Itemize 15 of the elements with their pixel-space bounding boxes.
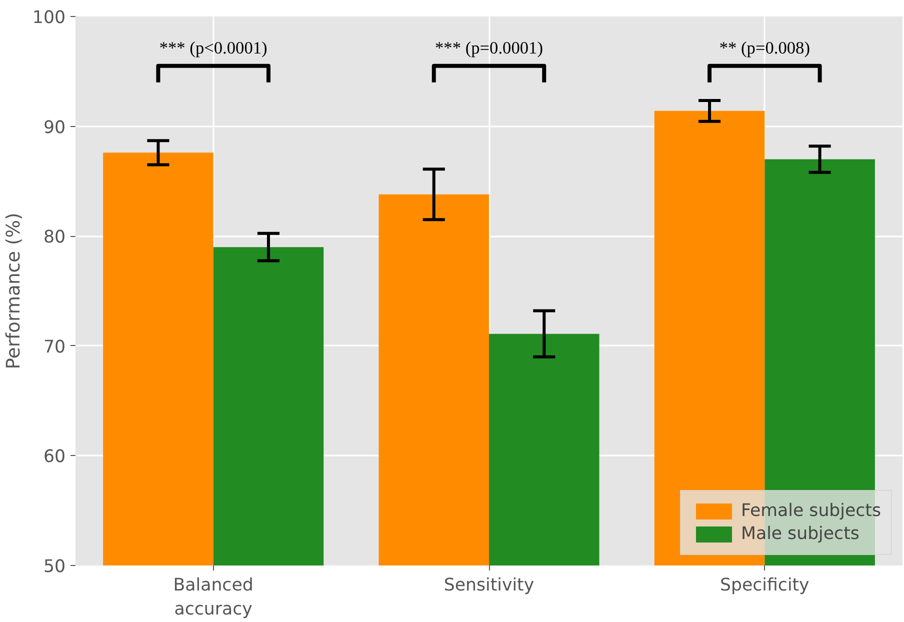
y-axis-title: Performance (%) xyxy=(3,212,24,370)
annotation: *** (p=0.0001) xyxy=(435,38,544,58)
annotation: *** (p<0.0001) xyxy=(159,38,268,58)
x-tick-label: Balanced accuracy xyxy=(173,576,254,620)
y-tick-label: 80 xyxy=(43,228,66,248)
legend-label: Male subjects xyxy=(741,524,860,544)
y-tick-label: 70 xyxy=(43,337,66,358)
annotation: ** (p=0.008) xyxy=(719,38,810,58)
legend-label: Female subjects xyxy=(741,501,881,521)
x-tick-label: Specificity xyxy=(720,576,810,596)
y-tick-label: 50 xyxy=(43,557,66,577)
x-tick-label: Sensitivity xyxy=(444,576,534,596)
y-tick-label: 100 xyxy=(32,8,66,28)
y-tick-label: 60 xyxy=(43,447,66,468)
y-tick-label: 90 xyxy=(43,118,66,138)
